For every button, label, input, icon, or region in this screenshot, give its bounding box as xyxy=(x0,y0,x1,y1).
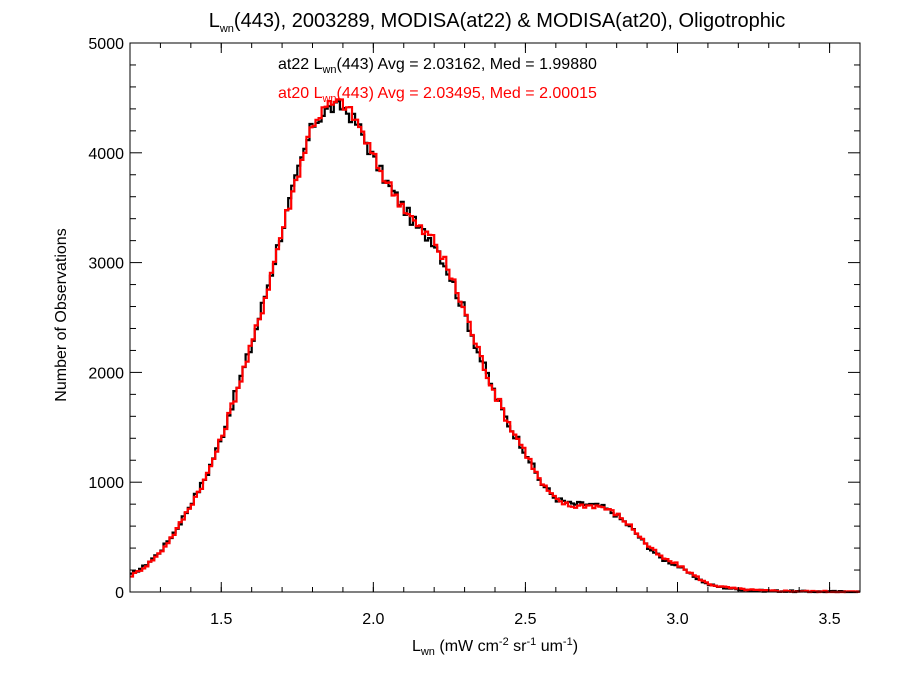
x-axis-label: Lwn (mW cm-2 sr-1 um-1) xyxy=(412,636,578,658)
annotation-at20: at20 Lwn(443) Avg = 2.03495, Med = 2.000… xyxy=(278,85,597,105)
x-axis-label-sup1: -2 xyxy=(499,636,509,648)
x-axis-label-part2: sr xyxy=(509,638,527,655)
chart-title: Lwn(443), 2003289, MODISA(at22) & MODISA… xyxy=(209,10,786,35)
chart-title-subscript: wn xyxy=(219,23,234,35)
x-tick-label: 1.5 xyxy=(210,611,232,628)
chart-title-main: L xyxy=(209,10,220,32)
y-tick-label: 4000 xyxy=(88,146,124,163)
x-tick-label: 3.0 xyxy=(666,611,688,628)
y-tick-label: 0 xyxy=(115,585,124,602)
series-layer xyxy=(130,98,860,594)
annotation-at20-post: (443) Avg = 2.03495, Med = 2.00015 xyxy=(337,85,597,102)
y-tick-label: 3000 xyxy=(88,256,124,273)
x-axis-label-sup3: -1 xyxy=(563,636,573,648)
tick-layer: 1.5 2.0 2.5 3.0 3.5 0 1000 2000 3000 4000 5000 xyxy=(88,36,861,628)
x-tick-label: 2.0 xyxy=(362,611,384,628)
annotation-at22: at22 Lwn(443) Avg = 2.03162, Med = 1.998… xyxy=(278,56,597,76)
series-line-1 xyxy=(130,98,860,594)
x-tick-label: 2.5 xyxy=(514,611,536,628)
series-line-0 xyxy=(130,100,860,594)
x-axis-label-part3: um xyxy=(536,638,563,655)
y-tick-label: 5000 xyxy=(88,36,124,53)
x-tick-label: 3.5 xyxy=(818,611,840,628)
annotation-at20-pre: at20 L xyxy=(278,85,323,102)
annotation-at22-sub: wn xyxy=(321,64,336,76)
chart-title-rest: (443), 2003289, MODISA(at22) & MODISA(at… xyxy=(234,10,785,32)
x-axis-label-part4: ) xyxy=(573,638,578,655)
y-tick-label: 1000 xyxy=(88,475,124,492)
plot-frame xyxy=(129,42,861,593)
y-tick-label: 2000 xyxy=(88,365,124,382)
x-axis-label-part1: (mW cm xyxy=(435,638,499,655)
y-axis-label: Number of Observations xyxy=(53,228,70,401)
annotation-at22-post: (443) Avg = 2.03162, Med = 1.99880 xyxy=(337,56,597,73)
x-axis-label-main: L xyxy=(412,638,421,655)
x-axis-label-sub: wn xyxy=(420,646,435,658)
x-axis-label-sup2: -1 xyxy=(526,636,536,648)
annotation-at22-pre: at22 L xyxy=(278,56,323,73)
